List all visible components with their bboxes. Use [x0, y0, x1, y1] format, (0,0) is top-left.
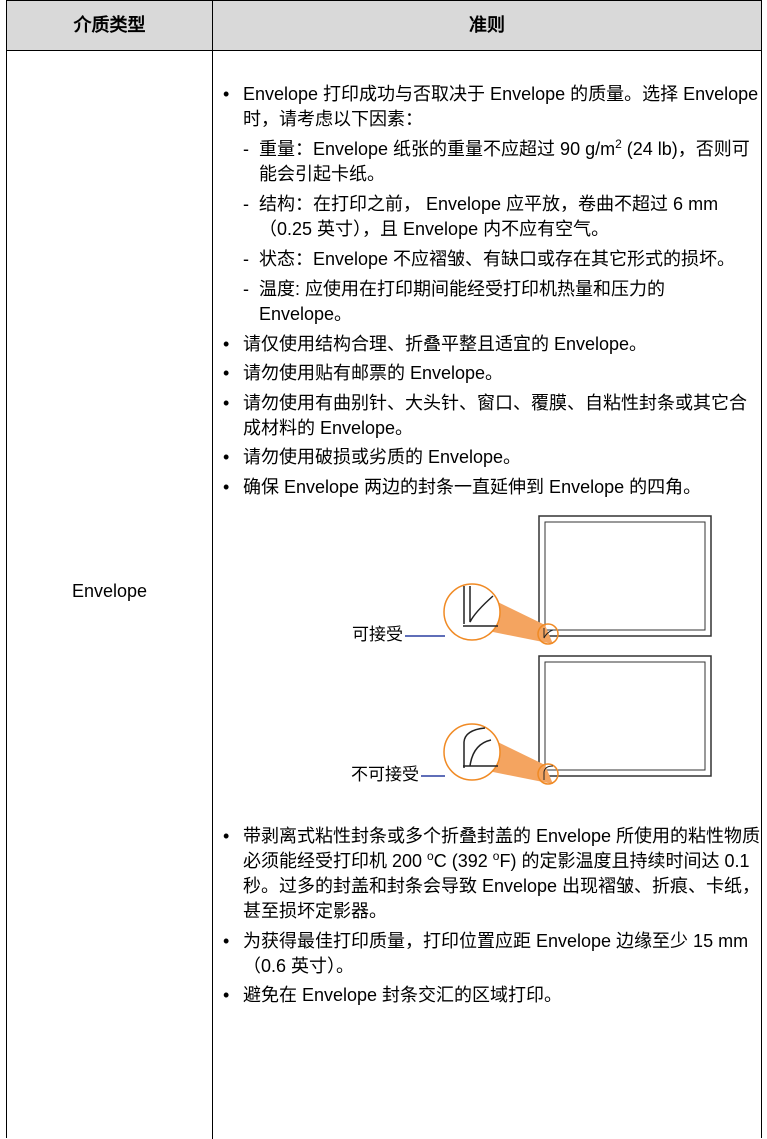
- text: (24 lb)，否则可能会引起卡纸。: [259, 139, 750, 184]
- dash: -: [243, 194, 249, 214]
- envelope-unacceptable: 不可接受: [351, 655, 712, 785]
- bullet: •: [223, 333, 230, 354]
- text: 避免在 Envelope 封条交汇的区域打印。: [243, 985, 563, 1005]
- list-item: • 请勿使用破损或劣质的 Envelope。: [223, 445, 763, 470]
- text: 带剥离式粘性封条或多个折叠封盖的 Envelope 所使用的粘性物质必须能经受打…: [243, 826, 761, 871]
- list-item: • 确保 Envelope 两边的封条一直延伸到 Envelope 的四角。: [223, 475, 763, 500]
- text: 请勿使用有曲别针、大头针、窗口、覆膜、自粘性封条或其它合成材料的 Envelop…: [243, 392, 747, 438]
- text: 状态：Envelope 不应褶皱、有缺口或存在其它形式的损坏。: [259, 249, 736, 269]
- superscript: o: [492, 849, 500, 863]
- sub-text: 状态：Envelope 不应褶皱、有缺口或存在其它形式的损坏。: [259, 247, 735, 272]
- item-text: 确保 Envelope 两边的封条一直延伸到 Envelope 的四角。: [243, 475, 701, 500]
- dash: -: [243, 139, 249, 159]
- bullet: •: [223, 84, 230, 104]
- bullet: •: [223, 447, 230, 467]
- bullet: •: [223, 392, 230, 413]
- guideline-cell: • Envelope 打印成功与否取决于 Envelope 的质量。选择 Enve…: [213, 51, 763, 1013]
- bullet: •: [223, 930, 230, 951]
- sub-item: - 温度: 应使用在打印期间能经受打印机热量和压力的 Envelope。: [243, 277, 763, 327]
- item-body: 为获得最佳打印质量，打印位置应距 Envelope 边缘至少 15 mm （0.…: [243, 929, 763, 979]
- table: 介质类型 准则 Envelope • Envelope 打印成功与否取决于 Env…: [6, 0, 763, 1139]
- list-item: • 带剥离式粘性封条或多个折叠封盖的 Envelope 所使用的粘性物质必须能经受…: [223, 824, 763, 924]
- item-body: Envelope 打印成功与否取决于 Envelope 的质量。选择 Envel…: [243, 82, 763, 327]
- dash: -: [243, 249, 249, 269]
- superscript: o: [427, 849, 434, 863]
- list-item: • 请勿使用有曲别针、大头针、窗口、覆膜、自粘性封条或其它合成材料的 Envelo…: [223, 391, 763, 441]
- text: 请勿使用贴有邮票的 Envelope。: [243, 363, 504, 383]
- sub-item: - 结构：在打印之前， Envelope 应平放，卷曲不超过 6 mm（0.25 …: [243, 192, 763, 242]
- bullet: •: [223, 476, 230, 497]
- list-item: • 请勿使用贴有邮票的 Envelope。: [223, 361, 763, 386]
- media-cell: Envelope: [71, 581, 148, 601]
- item-text: 请仅使用结构合理、折叠平整且适宜的 Envelope。: [243, 332, 647, 357]
- text: 请仅使用结构合理、折叠平整且适宜的 Envelope。: [243, 333, 648, 354]
- sub-text: 温度: 应使用在打印期间能经受打印机热量和压力的 Envelope。: [259, 277, 763, 327]
- text: Envelope 打印成功与否取决于 Envelope 的质量。选择 Envel…: [243, 84, 759, 129]
- text: 请勿使用破损或劣质的 Envelope。: [243, 447, 522, 467]
- item-body: 避免在 Envelope 封条交汇的区域打印。: [243, 983, 562, 1008]
- envelope-figure: 可接受 不可接受: [351, 515, 712, 785]
- item-text: 请勿使用贴有邮票的 Envelope。: [243, 361, 503, 386]
- list-item: • Envelope 打印成功与否取决于 Envelope 的质量。选择 Enve…: [223, 82, 763, 327]
- list-item: • 请仅使用结构合理、折叠平整且适宜的 Envelope。: [223, 332, 763, 357]
- text: 温度: 应使用在打印期间能经受打印机热量和压力的 Envelope。: [259, 279, 665, 324]
- superscript: 2: [615, 137, 622, 151]
- figure-label: 可接受: [352, 625, 403, 644]
- item-body: 确保 Envelope 两边的封条一直延伸到 Envelope 的四角。: [243, 475, 701, 500]
- list-item: • 为获得最佳打印质量，打印位置应距 Envelope 边缘至少 15 mm （0…: [223, 929, 763, 979]
- item-body: 请勿使用破损或劣质的 Envelope。: [243, 445, 521, 470]
- list-item: • 避免在 Envelope 封条交汇的区域打印。: [223, 983, 763, 1008]
- list: • Envelope 打印成功与否取决于 Envelope 的质量。选择 Enve…: [223, 82, 763, 500]
- text: 确保 Envelope 两边的封条一直延伸到 Envelope 的四角。: [243, 476, 702, 497]
- sub-item: - 状态：Envelope 不应褶皱、有缺口或存在其它形式的损坏。: [243, 247, 763, 272]
- item-body: 请仅使用结构合理、折叠平整且适宜的 Envelope。: [243, 332, 647, 357]
- text: C (392: [433, 851, 493, 871]
- figure-label: 不可接受: [351, 765, 419, 784]
- item-text: 避免在 Envelope 封条交汇的区域打印。: [243, 983, 562, 1008]
- sub-text: 重量：Envelope 纸张的重量不应超过 90 g/m2 (24 lb)，否则…: [259, 137, 763, 187]
- text: 重量：Envelope 纸张的重量不应超过 90 g/m: [259, 139, 616, 159]
- item-body: 带剥离式粘性封条或多个折叠封盖的 Envelope 所使用的粘性物质必须能经受打…: [243, 824, 763, 924]
- text: F) 的定影温度且持续时间达 0.1 秒。过多的封盖和封条会导致 Envelop…: [243, 851, 761, 921]
- list: • 带剥离式粘性封条或多个折叠封盖的 Envelope 所使用的粘性物质必须能经受…: [223, 824, 763, 1008]
- bullet: •: [223, 826, 230, 846]
- text: 为获得最佳打印质量，打印位置应距 Envelope 边缘至少 15 mm （0.…: [243, 930, 749, 976]
- item-text: 请勿使用有曲别针、大头针、窗口、覆膜、自粘性封条或其它合成材料的 Envelop…: [243, 391, 763, 441]
- header-row: 介质类型 准则: [7, 1, 761, 51]
- sub-item: - 重量：Envelope 纸张的重量不应超过 90 g/m2 (24 lb)，否…: [243, 137, 763, 187]
- dash: -: [243, 279, 249, 299]
- item-text: 带剥离式粘性封条或多个折叠封盖的 Envelope 所使用的粘性物质必须能经受打…: [243, 824, 763, 924]
- item-text: 为获得最佳打印质量，打印位置应距 Envelope 边缘至少 15 mm （0.…: [243, 929, 763, 979]
- bullet: •: [223, 985, 230, 1005]
- item-body: 请勿使用有曲别针、大头针、窗口、覆膜、自粘性封条或其它合成材料的 Envelop…: [243, 391, 763, 441]
- item-text: 请勿使用破损或劣质的 Envelope。: [243, 445, 521, 470]
- column-divider: [212, 1, 213, 1139]
- item-body: 请勿使用贴有邮票的 Envelope。: [243, 361, 503, 386]
- sub-text: 结构：在打印之前， Envelope 应平放，卷曲不超过 6 mm（0.25 英…: [259, 192, 763, 242]
- header-cell: 介质类型: [73, 15, 146, 35]
- bullet: •: [223, 363, 230, 383]
- text: 结构：在打印之前， Envelope 应平放，卷曲不超过 6 mm（0.25 英…: [259, 194, 719, 239]
- envelope-acceptable: 可接受: [352, 515, 712, 645]
- header-cell: 准则: [469, 15, 505, 35]
- item-text: Envelope 打印成功与否取决于 Envelope 的质量。选择 Envel…: [243, 82, 763, 132]
